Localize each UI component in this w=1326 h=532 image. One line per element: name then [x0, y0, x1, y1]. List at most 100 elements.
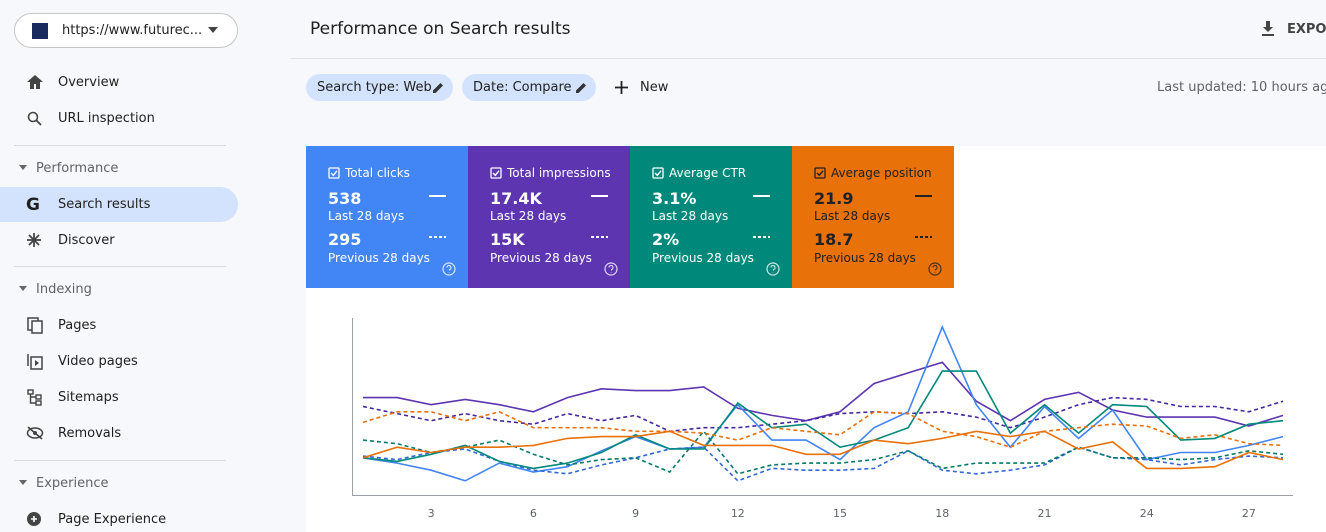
x-tick-label: 21	[1037, 507, 1051, 520]
previous-value: 15K	[490, 230, 525, 249]
current-period: Last 28 days	[328, 209, 405, 223]
nav-item[interactable]: Page Experience	[58, 512, 167, 527]
export-icon	[1262, 21, 1274, 36]
checkbox	[652, 167, 664, 179]
x-tick-label: 12	[731, 507, 745, 520]
filter-chip[interactable]: Search type: Web	[306, 74, 453, 101]
x-tick-label: 9	[632, 507, 639, 520]
current-period: Last 28 days	[490, 209, 567, 223]
previous-period-line	[362, 446, 1284, 482]
experience-icon	[27, 512, 41, 526]
metric-card[interactable]: Average CTR 3.1% Last 28 days 2% Previous 28…	[630, 146, 792, 288]
new-filter-button[interactable]: New	[640, 80, 669, 95]
checkmark	[816, 170, 824, 177]
help-mark	[446, 265, 452, 273]
property-favicon	[32, 23, 48, 39]
sitemaps-icon	[27, 389, 42, 406]
current-period-line	[362, 370, 1284, 470]
divider	[14, 460, 226, 461]
help-icon	[604, 262, 618, 276]
metric-card[interactable]: Total impressions 17.4K Last 28 days 15K Pre…	[468, 146, 630, 288]
divider	[290, 58, 1326, 59]
nav-item[interactable]: Video pages	[58, 354, 138, 369]
previous-period: Previous 28 days	[652, 251, 754, 265]
checkmark	[330, 170, 338, 177]
property-url: https://www.futurec...	[62, 23, 203, 38]
current-value: 538	[328, 189, 362, 208]
x-tick-label: 6	[530, 507, 537, 520]
section-title[interactable]: Performance	[36, 161, 119, 176]
help-icon	[766, 262, 780, 276]
previous-period: Previous 28 days	[490, 251, 592, 265]
nav-item[interactable]: Pages	[58, 318, 97, 333]
current-period-line	[362, 430, 1284, 470]
current-period: Last 28 days	[814, 209, 891, 223]
previous-period: Previous 28 days	[814, 251, 916, 265]
help-mark	[932, 265, 938, 273]
checkmark	[492, 170, 500, 177]
chip-label: Search type: Web	[317, 80, 432, 95]
current-period: Last 28 days	[652, 209, 729, 223]
current-value: 3.1%	[652, 189, 697, 208]
checkbox	[814, 167, 826, 179]
page-title: Performance on Search results	[310, 19, 571, 39]
filter-chip[interactable]: Date: Compare	[462, 74, 596, 101]
x-tick-label: 3	[428, 507, 435, 520]
collapse-arrow	[19, 165, 27, 170]
removals-icon	[26, 426, 44, 440]
search-icon	[27, 111, 42, 126]
discover-icon	[27, 233, 41, 247]
export-button[interactable]: EXPORT	[1287, 22, 1326, 37]
metric-card[interactable]: Average position 21.9 Last 28 days 18.7 Prev…	[792, 146, 954, 288]
help-icon	[928, 262, 942, 276]
current-period-line	[362, 324, 1284, 482]
previous-period: Previous 28 days	[328, 251, 430, 265]
x-tick-label: 15	[833, 507, 847, 520]
selected-item-bg	[0, 187, 238, 222]
help-mark	[608, 265, 614, 273]
collapse-arrow	[19, 286, 27, 291]
section-title[interactable]: Indexing	[36, 282, 92, 297]
divider	[14, 266, 226, 267]
x-tick-label: 18	[935, 507, 949, 520]
nav-item[interactable]: Overview	[58, 75, 120, 90]
metric-label: Total impressions	[507, 166, 611, 180]
last-updated: Last updated: 10 hours ago	[1157, 80, 1326, 95]
dropdown-arrow	[208, 27, 218, 33]
nav-item[interactable]: Sitemaps	[58, 390, 119, 405]
metric-label: Average CTR	[669, 166, 747, 180]
previous-value: 2%	[652, 230, 680, 249]
section-title[interactable]: Experience	[36, 476, 109, 491]
current-value: 21.9	[814, 189, 854, 208]
nav-item[interactable]: Removals	[58, 426, 122, 441]
card-icons	[490, 167, 618, 276]
card-icons	[328, 167, 456, 276]
nav-item[interactable]: Search results	[58, 197, 151, 212]
help-icon	[442, 262, 456, 276]
divider	[14, 145, 226, 146]
x-tick-label: 24	[1140, 507, 1154, 520]
current-period-line	[363, 361, 1284, 427]
google-icon: G	[26, 195, 40, 215]
metric-card[interactable]: Total clicks 538 Last 28 days 295 Previous 2…	[306, 146, 468, 288]
previous-period-line	[362, 410, 1284, 449]
edit-icon	[433, 83, 443, 93]
checkbox	[328, 167, 340, 179]
card-icons	[814, 167, 942, 276]
video-icon	[27, 354, 43, 370]
property-selector[interactable]: https://www.futurec...	[14, 13, 238, 48]
previous-value: 18.7	[814, 230, 854, 249]
nav-item[interactable]: Discover	[58, 233, 115, 248]
chip-label: Date: Compare	[473, 80, 572, 95]
previous-value: 295	[328, 230, 362, 249]
nav-item[interactable]: URL inspection	[58, 111, 155, 126]
metric-label: Total clicks	[345, 166, 410, 180]
help-mark	[770, 265, 776, 273]
edit-icon	[576, 83, 586, 93]
checkmark	[654, 170, 662, 177]
collapse-arrow	[19, 480, 27, 485]
current-value: 17.4K	[490, 189, 542, 208]
